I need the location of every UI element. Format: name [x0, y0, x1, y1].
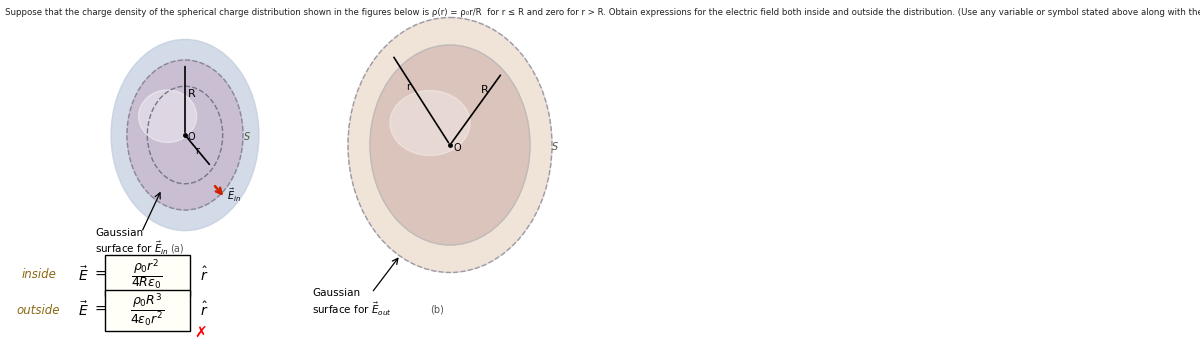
Text: (b): (b) [430, 305, 444, 315]
Text: ✗: ✗ [194, 326, 206, 340]
Text: R: R [188, 89, 196, 99]
Text: O: O [454, 143, 462, 153]
Text: Gaussian
surface for $\vec{E}_{in}$: Gaussian surface for $\vec{E}_{in}$ [95, 228, 169, 257]
Text: =: = [94, 303, 106, 317]
Text: Gaussian
surface for $\vec{E}_{out}$: Gaussian surface for $\vec{E}_{out}$ [312, 288, 392, 318]
Text: $\dfrac{\rho_0 r^2}{4R\varepsilon_0}$: $\dfrac{\rho_0 r^2}{4R\varepsilon_0}$ [131, 258, 163, 292]
Text: r: r [406, 82, 410, 92]
FancyBboxPatch shape [104, 289, 190, 331]
Text: $\hat{r}$: $\hat{r}$ [200, 266, 209, 284]
FancyBboxPatch shape [104, 255, 190, 295]
Text: r: r [196, 146, 199, 156]
Ellipse shape [112, 39, 259, 231]
Text: $\dfrac{\rho_0 R^3}{4\varepsilon_0 r^2}$: $\dfrac{\rho_0 R^3}{4\varepsilon_0 r^2}$ [130, 291, 164, 328]
Ellipse shape [390, 91, 470, 155]
Text: =: = [94, 268, 106, 282]
Text: S: S [244, 132, 251, 142]
Ellipse shape [370, 45, 530, 245]
Text: outside: outside [16, 304, 60, 317]
Text: $\hat{r}$: $\hat{r}$ [200, 301, 209, 319]
Text: inside: inside [22, 268, 56, 282]
Text: (a): (a) [170, 243, 184, 253]
Text: S: S [552, 142, 558, 152]
Ellipse shape [348, 17, 552, 273]
Ellipse shape [139, 90, 197, 142]
Text: $\vec{E}$: $\vec{E}$ [78, 301, 89, 319]
Text: $\vec{E}_{in}$: $\vec{E}_{in}$ [227, 187, 241, 204]
Text: $\vec{E}$: $\vec{E}$ [78, 266, 89, 284]
Text: Suppose that the charge density of the spherical charge distribution shown in th: Suppose that the charge density of the s… [5, 8, 1200, 17]
Text: R: R [480, 85, 488, 95]
Text: O: O [188, 132, 196, 142]
Ellipse shape [127, 60, 242, 210]
